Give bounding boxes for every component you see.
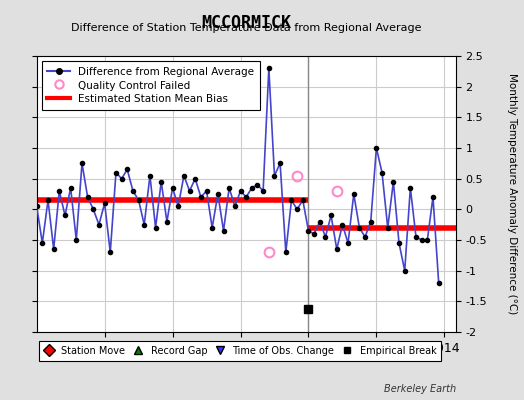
Text: Difference of Station Temperature Data from Regional Average: Difference of Station Temperature Data f… [71, 23, 421, 33]
Legend: Station Move, Record Gap, Time of Obs. Change, Empirical Break: Station Move, Record Gap, Time of Obs. C… [39, 342, 441, 361]
Text: MCCORMICK: MCCORMICK [201, 14, 291, 32]
Legend: Difference from Regional Average, Quality Control Failed, Estimated Station Mean: Difference from Regional Average, Qualit… [42, 61, 259, 110]
Text: Berkeley Earth: Berkeley Earth [384, 384, 456, 394]
Y-axis label: Monthly Temperature Anomaly Difference (°C): Monthly Temperature Anomaly Difference (… [507, 73, 517, 315]
